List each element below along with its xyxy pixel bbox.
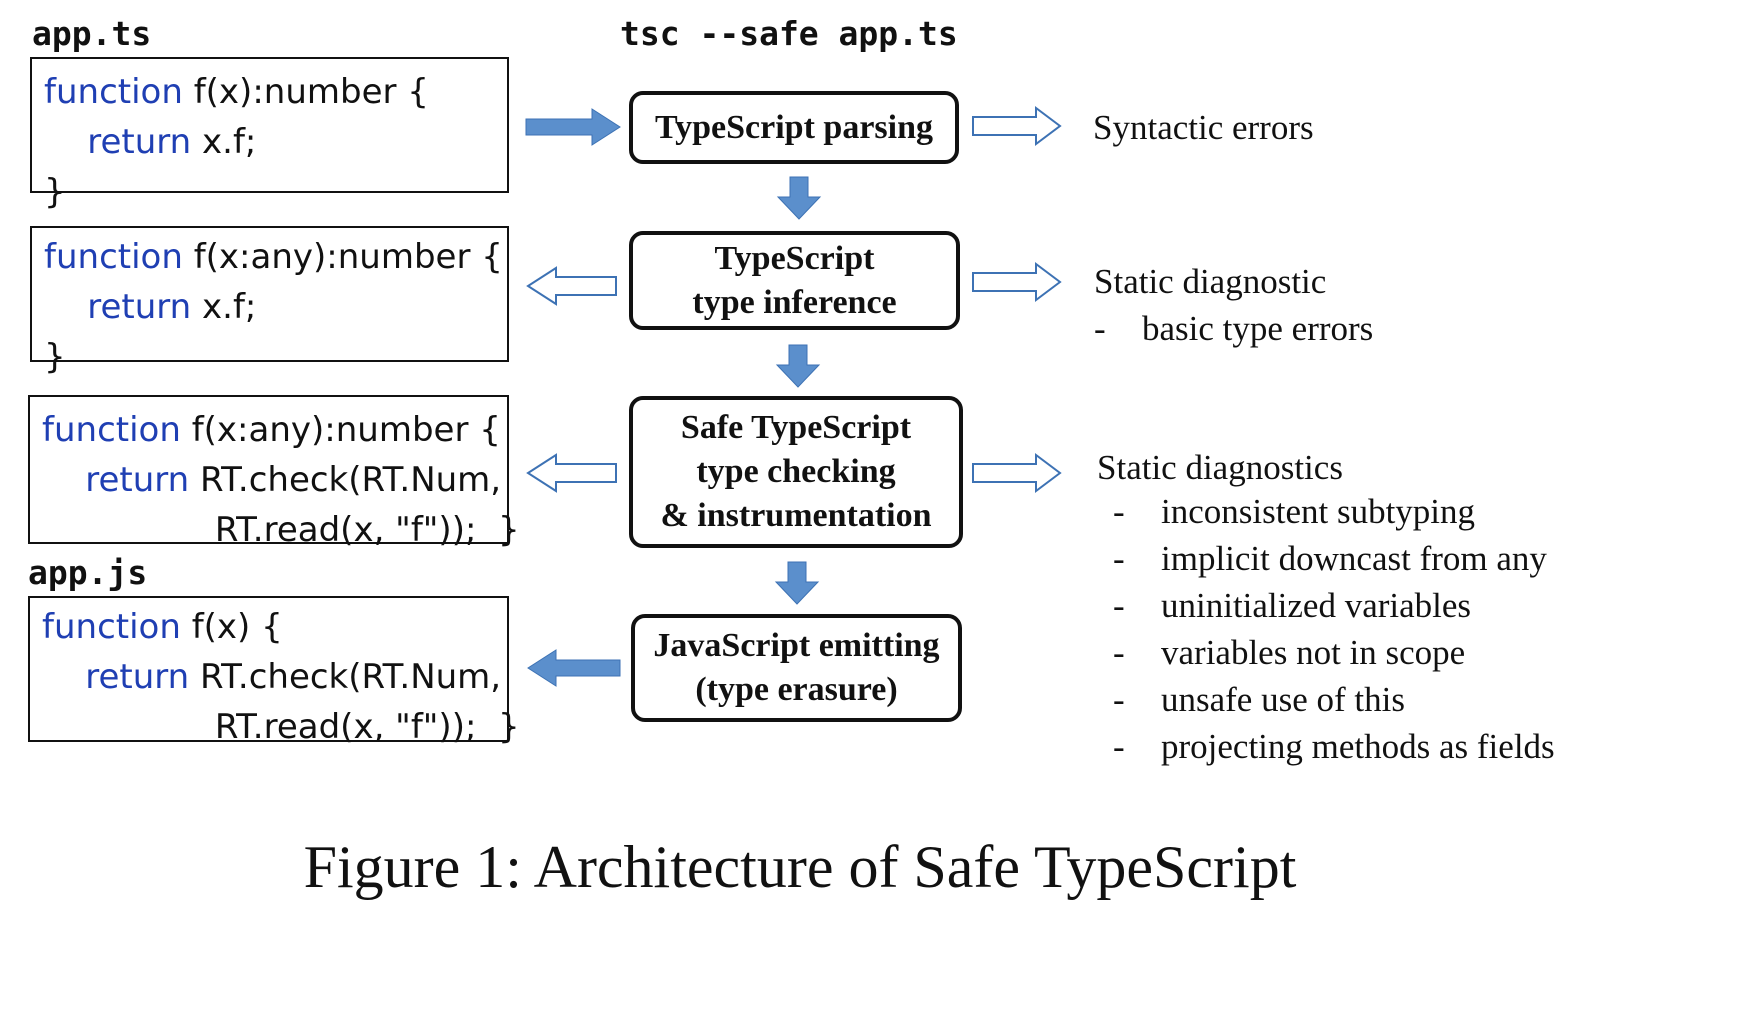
code-keyword: return [85,657,190,697]
code-text: f(x:any):number { [182,237,503,277]
code-line: return x.f; [44,282,507,332]
stage-label-line: TypeScript [714,239,875,277]
code-text [42,460,85,500]
diagnostic-item-text: unsafe use of this [1161,680,1405,719]
figure-caption: Figure 1: Architecture of Safe TypeScrip… [303,834,1297,900]
code-text: RT.check(RT.Num, [189,460,502,500]
stage-label-line: type inference [692,283,897,321]
diagnostic-title: Static diagnostic [1094,262,1327,301]
stage-label-line: (type erasure) [695,671,898,708]
diagnostic-item-text: variables not in scope [1161,633,1466,672]
diagnostic-list: - basic type errors [1094,305,1373,352]
diagnostic-item: - unsafe use of this [1113,676,1555,723]
arrow-emitting-to-output [527,649,621,687]
arrow-checking-to-diagnostics [972,453,1062,493]
code-line: } [44,332,507,382]
arrow-checking-to-emitting [774,561,820,605]
code-keyword: return [87,122,192,162]
stage-javascript-emitting: JavaScript emitting (type erasure) [631,614,962,722]
code-lines: function f(x:any):number { return RT.che… [30,397,520,555]
code-keyword: function [42,410,181,450]
arrow-inference-to-code [526,266,617,306]
arrow-parsing-to-errors [972,106,1062,146]
code-line: return RT.check(RT.Num, [42,455,507,505]
stage-label-line: Safe TypeScript [680,409,912,446]
code-box-instrumented: function f(x:any):number { return RT.che… [28,395,520,550]
code-text: x.f; [191,287,257,327]
stage-safe-type-checking: Safe TypeScript type checking & instrument… [629,396,963,548]
code-keyword: function [42,607,181,647]
code-keyword: function [44,72,183,112]
code-lines: function f(x):number { return x.f;} [32,59,507,217]
code-text: RT.check(RT.Num, [189,657,502,697]
code-keyword: return [85,460,190,500]
code-box-source: function f(x):number { return x.f;} [30,57,509,212]
code-line: RT.read(x, "f")); } [42,702,520,752]
code-keyword: return [87,287,192,327]
code-keyword: function [44,237,183,277]
diagnostic-title: Static diagnostics [1097,448,1343,487]
stage-label-line: TypeScript parsing [654,108,933,146]
diagnostic-item: - inconsistent subtyping [1113,488,1555,535]
bullet-dash: - [1113,539,1125,578]
code-text: f(x:any):number { [180,410,501,450]
code-text: f(x) { [180,607,283,647]
code-text: } [44,337,66,377]
code-text [44,122,87,162]
code-line: function f(x) { [42,602,507,652]
arrow-parsing-to-inference [776,176,822,220]
code-line: function f(x):number { [44,67,507,117]
diagnostic-item-text: implicit downcast from any [1161,539,1547,578]
diagnostic-item-text: inconsistent subtyping [1161,492,1476,531]
diagnostic-item-text: uninitialized variables [1161,586,1472,625]
bullet-dash: - [1113,680,1125,719]
diagnostic-item-text: basic type errors [1142,309,1374,348]
code-text [42,657,85,697]
code-box-inferred: function f(x:any):number { return x.f;} [30,226,509,377]
diagnostic-item: - implicit downcast from any [1113,535,1555,582]
code-box-output-js: function f(x) { return RT.check(RT.Num, … [28,596,520,747]
bullet-dash: - [1113,633,1125,672]
arrow-inference-to-checking [775,344,821,388]
input-file-label: app.ts [32,14,152,53]
arrow-inference-to-diagnostic [972,262,1062,302]
code-text: f(x):number { [182,72,429,112]
compiler-command: tsc --safe app.ts [620,14,958,53]
static-diagnostics-safe: Static diagnostics - inconsistent subtypi… [1097,448,1555,770]
code-text: RT.read(x, "f")); } [42,707,520,747]
code-line: } [44,167,507,217]
bullet-dash: - [1113,586,1125,625]
static-diagnostic-basic: Static diagnostic - basic type errors [1094,258,1373,352]
code-line: function f(x:any):number { [42,405,507,455]
output-file-label: app.js [28,553,148,592]
arrow-checking-to-code [526,453,617,493]
diagnostic-list: - inconsistent subtyping - implicit downcas… [1113,488,1555,770]
stage-label-line: & instrumentation [660,497,932,534]
stage-label-line: JavaScript emitting [653,627,940,664]
code-lines: function f(x:any):number { return x.f;} [32,228,507,382]
diagnostic-item: - basic type errors [1094,305,1373,352]
bullet-dash: - [1113,492,1125,531]
arrow-input-to-parsing [525,108,621,146]
bullet-dash: - [1094,309,1106,348]
code-text: RT.read(x, "f")); } [42,510,520,550]
diagnostic-item: - uninitialized variables [1113,582,1555,629]
code-line: return RT.check(RT.Num, [42,652,507,702]
code-line: function f(x:any):number { [44,232,507,282]
stage-type-inference: TypeScript type inference [629,231,960,330]
diagnostic-item: - variables not in scope [1113,629,1555,676]
code-line: RT.read(x, "f")); } [42,505,520,555]
code-text [44,287,87,327]
code-lines: function f(x) { return RT.check(RT.Num, … [30,598,520,752]
code-text: x.f; [191,122,257,162]
bullet-dash: - [1113,727,1125,766]
stage-typescript-parsing: TypeScript parsing [629,91,959,164]
diagnostic-item-text: projecting methods as fields [1161,727,1555,766]
stage-label-line: type checking [696,453,896,490]
code-line: return x.f; [44,117,507,167]
diagnostic-item: - projecting methods as fields [1113,723,1555,770]
syntactic-errors-label: Syntactic errors [1093,108,1314,147]
code-text: } [44,172,66,212]
